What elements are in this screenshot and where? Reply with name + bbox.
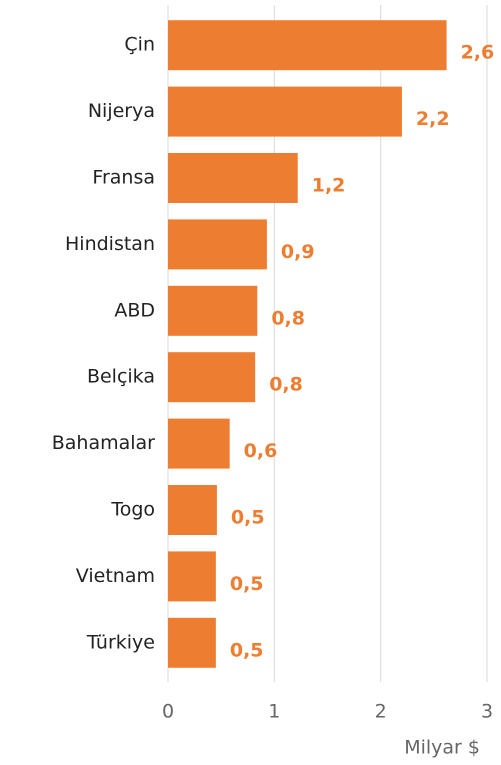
value-label: 0,9 bbox=[281, 241, 315, 263]
x-tick-label: 2 bbox=[375, 701, 387, 723]
value-label: 0,5 bbox=[230, 573, 264, 595]
bar bbox=[168, 485, 217, 535]
x-axis-label: Milyar $ bbox=[404, 737, 480, 759]
value-label: 0,5 bbox=[230, 639, 264, 661]
y-tick-label: Belçika bbox=[87, 366, 155, 388]
value-label: 0,8 bbox=[271, 307, 305, 329]
value-label: 2,6 bbox=[461, 42, 495, 64]
y-tick-label: Togo bbox=[110, 499, 155, 521]
y-tick-label: Bahamalar bbox=[52, 432, 155, 454]
bar bbox=[168, 153, 298, 203]
value-label: 0,6 bbox=[244, 440, 278, 462]
y-tick-label: Hindistan bbox=[65, 233, 155, 255]
bar bbox=[168, 285, 258, 336]
x-tick-label: 1 bbox=[268, 701, 280, 723]
y-tick-label: ABD bbox=[114, 299, 155, 321]
y-tick-label: Fransa bbox=[92, 167, 155, 189]
y-tick-label: Türkiye bbox=[86, 631, 155, 653]
bar bbox=[168, 551, 216, 602]
x-tick-label: 0 bbox=[162, 701, 174, 723]
bar bbox=[168, 418, 230, 469]
bar bbox=[168, 20, 447, 71]
bar bbox=[168, 86, 402, 137]
y-tick-label: Nijerya bbox=[88, 100, 155, 122]
y-tick-label: Vietnam bbox=[76, 565, 155, 587]
bar bbox=[168, 352, 256, 403]
bar bbox=[168, 219, 267, 270]
value-label: 0,5 bbox=[231, 507, 265, 529]
bar bbox=[168, 617, 216, 668]
value-label: 2,2 bbox=[416, 108, 450, 130]
y-tick-label: Çin bbox=[124, 34, 155, 56]
x-tick-label: 3 bbox=[481, 701, 493, 723]
value-label: 0,8 bbox=[269, 374, 303, 396]
value-label: 1,2 bbox=[312, 175, 346, 197]
